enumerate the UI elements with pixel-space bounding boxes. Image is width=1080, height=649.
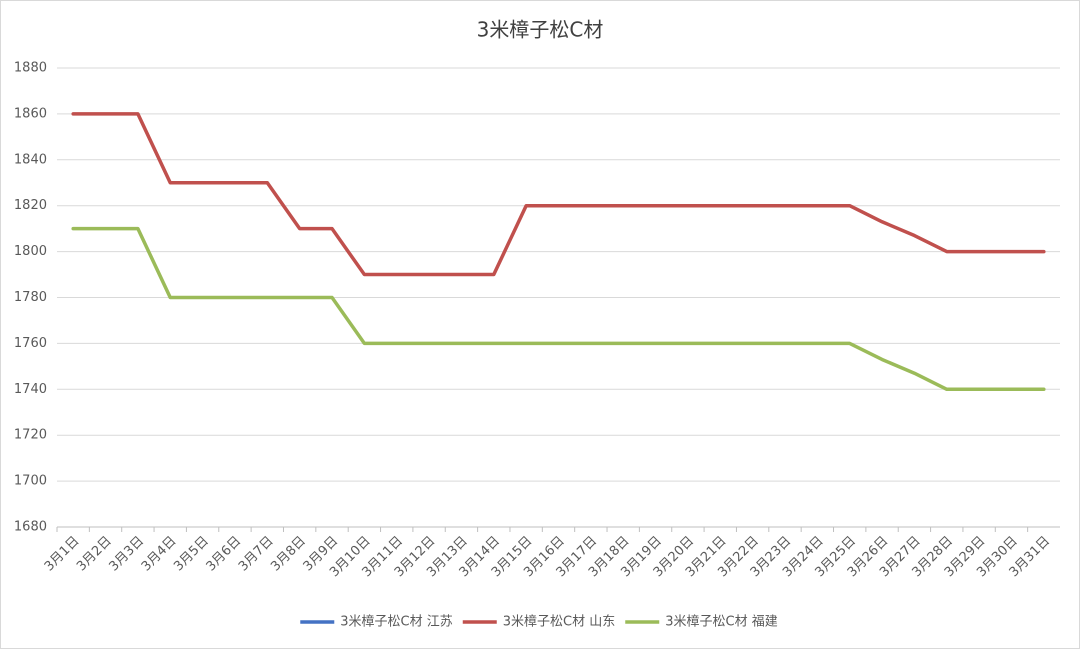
y-tick-label: 1800 (14, 244, 47, 259)
legend: 3米樟子松C材 江苏 3米樟子松C材 山东 3米樟子松C材 福建 (300, 614, 778, 630)
y-tick-label: 1740 (14, 382, 47, 397)
legend-label: 3米樟子松C材 江苏 (340, 614, 452, 630)
series-line (71, 112, 1046, 277)
chart-title: 3米樟子松C材 (477, 18, 604, 42)
y-tick-label: 1680 (14, 520, 47, 535)
y-tick-label: 1820 (14, 198, 47, 213)
y-tick-label: 1700 (14, 474, 47, 489)
series-line (71, 226, 1046, 392)
legend-label: 3米樟子松C材 山东 (503, 615, 615, 630)
y-tick-label: 1880 (14, 61, 47, 76)
y-tick-label: 1760 (14, 336, 47, 351)
legend-label: 3米樟子松C材 福建 (665, 615, 777, 630)
y-tick-label: 1860 (14, 106, 47, 121)
y-tick-label: 1780 (14, 290, 47, 305)
y-tick-label: 1720 (14, 428, 47, 443)
y-tick-label: 1840 (14, 152, 47, 167)
